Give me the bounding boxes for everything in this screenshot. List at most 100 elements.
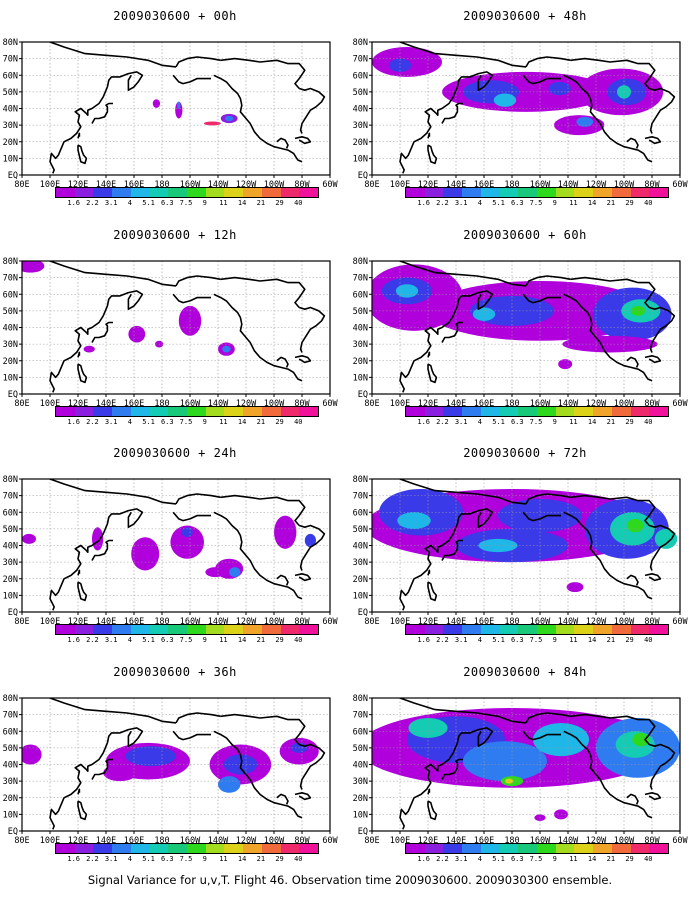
lon-tick-label: 100E [40,399,60,409]
lat-tick-label: 40N [3,542,18,552]
lon-tick-label: 140W [558,399,579,409]
colorbar-labels: 1.6 2.2 3.1 4 5.1 6.3 7.5 9 11 14 21 29 40 [40,636,330,646]
lon-tick-label: 120E [418,836,438,846]
lon-tick-label: 180 [504,180,519,190]
colorbar-swatch [168,844,188,853]
colorbar-swatch [74,625,94,634]
colorbar-swatch [243,188,262,197]
colorbar-swatch [593,407,612,416]
map-plot: 80E 100E 120E 140E 160E 180 160W 140W 120W 100W 80… [3,38,339,190]
variance-shade [152,99,161,108]
map-plot: 80E 100E 120E 140E 160E 180 160W 140W 120W 100W 80… [3,257,339,409]
coastline [456,508,494,528]
lon-tick-label: 120E [68,617,88,627]
lon-tick-label: 180 [154,836,169,846]
coastline [427,144,438,165]
lon-tick-label: 80E [14,399,29,409]
colorbar-label: 2.2 [86,199,99,207]
colorbar-swatch [280,407,300,416]
lon-tick-label: 100W [614,836,635,846]
coastline [570,494,656,527]
colorbar-label: 6.3 [160,855,174,863]
coastline [648,306,676,353]
colorbar-swatch [130,407,150,416]
lon-tick-label: 120W [586,617,607,627]
coastline [563,511,653,600]
coastline [298,524,326,571]
variance-shade [395,284,419,298]
colorbar-swatch [205,625,225,634]
colorbar-label: 9 [552,636,557,644]
colorbar-label: 9 [202,855,207,863]
colorbar-label: 4 [127,418,132,426]
lat-tick-label: EQ [8,608,18,618]
colorbar-label: 5.1 [142,418,155,426]
coastline [294,136,312,145]
variance-shade [229,567,241,578]
lon-tick-label: 60W [322,836,338,846]
lon-tick-label: 120E [68,180,88,190]
colorbar-swatch [630,625,650,634]
lon-tick-label: 80W [644,180,660,190]
lon-tick-label: 140W [208,617,229,627]
coastline [172,74,211,85]
colorbar-label: 5.1 [492,855,505,863]
coastline [213,511,303,600]
colorbar-label: 1.6 [417,855,431,863]
colorbar-swatch [518,625,538,634]
colorbar-label: 11 [219,199,228,207]
colorbar-label: 21 [256,199,266,207]
colorbar-swatch [187,625,206,634]
colorbar-label: 21 [606,199,616,207]
colorbar-label: 6.3 [510,199,524,207]
lon-tick-label: 160W [180,399,201,409]
colorbar-label: 7.5 [179,418,193,426]
coastline [456,71,494,91]
lat-tick-label: EQ [358,390,368,400]
colorbar-label: 21 [256,636,266,644]
coastline [106,508,144,528]
variance-shade [654,528,678,549]
lon-tick-label: 80W [294,399,310,409]
colorbar-label: 5.1 [142,199,155,207]
figure-caption: Signal Variance for u,v,T. Flight 46. Ob… [87,873,613,887]
lat-tick-label: 10N [353,373,368,383]
lon-tick-label: 140W [558,836,579,846]
variance-shade [493,93,517,107]
colorbar-label: 7.5 [529,199,543,207]
colorbar-swatch [611,625,631,634]
colorbar-swatch [187,407,206,416]
colorbar-swatch [611,844,631,853]
colorbar-label: 7.5 [179,199,193,207]
lon-tick-label: 80W [644,399,660,409]
coastline [525,56,571,68]
coastline [106,727,144,747]
lon-tick-label: 80E [14,180,29,190]
coastline [106,290,144,310]
coastline [626,574,639,586]
colorbar-label: 2.2 [86,855,99,863]
lon-tick-label: 160E [124,836,144,846]
lon-tick-label: 160W [530,836,551,846]
colorbar-label: 7.5 [529,418,543,426]
colorbar-swatch [537,625,556,634]
colorbar-swatch [424,844,444,853]
lat-tick-label: 30N [353,121,368,131]
colorbar-swatch [630,844,650,853]
coastline [77,569,81,576]
variance-shade [22,744,42,765]
colorbar-label: 4 [127,855,132,863]
coastline [644,573,662,582]
colorbar-swatch [443,407,463,416]
colorbar [405,624,669,635]
lon-tick-label: 140E [96,399,116,409]
colorbar-swatch [93,407,113,416]
variance-shade [388,58,412,72]
lat-tick-label: 20N [3,794,18,804]
colorbar-swatch [224,625,244,634]
colorbar-label: 14 [587,855,597,863]
lon-tick-label: 60W [322,399,338,409]
colorbar-swatch [630,188,650,197]
lon-tick-label: 100W [614,617,635,627]
lon-tick-label: 100W [264,399,285,409]
